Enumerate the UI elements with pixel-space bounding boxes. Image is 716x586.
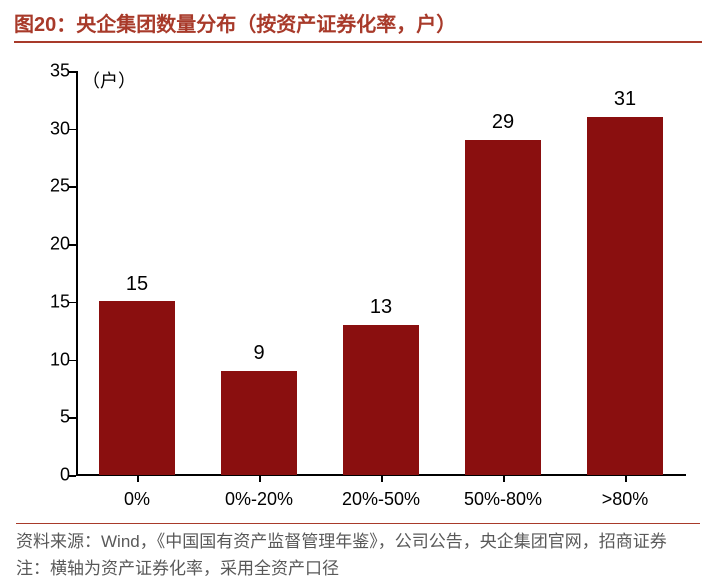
- bar: [587, 117, 663, 475]
- y-tick-label: 15: [50, 291, 76, 312]
- y-tick-label: 0: [60, 465, 76, 486]
- title-row: 图20：央企集团数量分布（按资产证券化率，户）: [10, 6, 706, 49]
- figure-container: 图20：央企集团数量分布（按资产证券化率，户） （户） 0 5 10 15 20 25 30…: [0, 0, 716, 586]
- footer-note: 注：横轴为资产证券化率，采用全资产口径: [16, 555, 700, 582]
- y-tick-label: 35: [50, 61, 76, 82]
- chart-area: （户） 0 5 10 15 20 25 30 35 15 0% 9 0%-20% 13 20%-50% 29…: [20, 55, 696, 515]
- bar: [343, 325, 419, 475]
- y-tick-label: 30: [50, 118, 76, 139]
- y-axis-line: [76, 71, 78, 475]
- bar: [465, 140, 541, 475]
- bar: [99, 301, 175, 474]
- x-tick-label: 20%-50%: [342, 475, 420, 510]
- footer-source: 资料来源：Wind，《中国国有资产监督管理年鉴》，公司公告，央企集团官网，招商证…: [16, 528, 700, 555]
- plot-box: （户） 05101520253035150%90%-20%1320%-50%29…: [76, 71, 686, 475]
- bar-value-label: 15: [126, 273, 148, 296]
- y-unit-label: （户）: [82, 67, 136, 93]
- y-tick-label: 10: [50, 349, 76, 370]
- title-underline: [14, 41, 702, 43]
- bar-value-label: 31: [614, 88, 636, 111]
- y-tick-label: 5: [60, 407, 76, 428]
- bar: [221, 371, 297, 475]
- x-tick-label: 0%: [124, 475, 150, 510]
- x-tick-label: 50%-80%: [464, 475, 542, 510]
- chart-title: 图20：央企集团数量分布（按资产证券化率，户）: [14, 8, 702, 37]
- y-tick-label: 25: [50, 176, 76, 197]
- y-tick-label: 20: [50, 234, 76, 255]
- bar-value-label: 13: [370, 296, 392, 319]
- bar-value-label: 29: [492, 111, 514, 134]
- x-tick-label: >80%: [602, 475, 649, 510]
- x-tick-label: 0%-20%: [225, 475, 293, 510]
- bar-value-label: 9: [253, 342, 264, 365]
- footer-divider: [16, 523, 700, 524]
- footer: 资料来源：Wind，《中国国有资产监督管理年鉴》，公司公告，央企集团官网，招商证…: [10, 517, 706, 582]
